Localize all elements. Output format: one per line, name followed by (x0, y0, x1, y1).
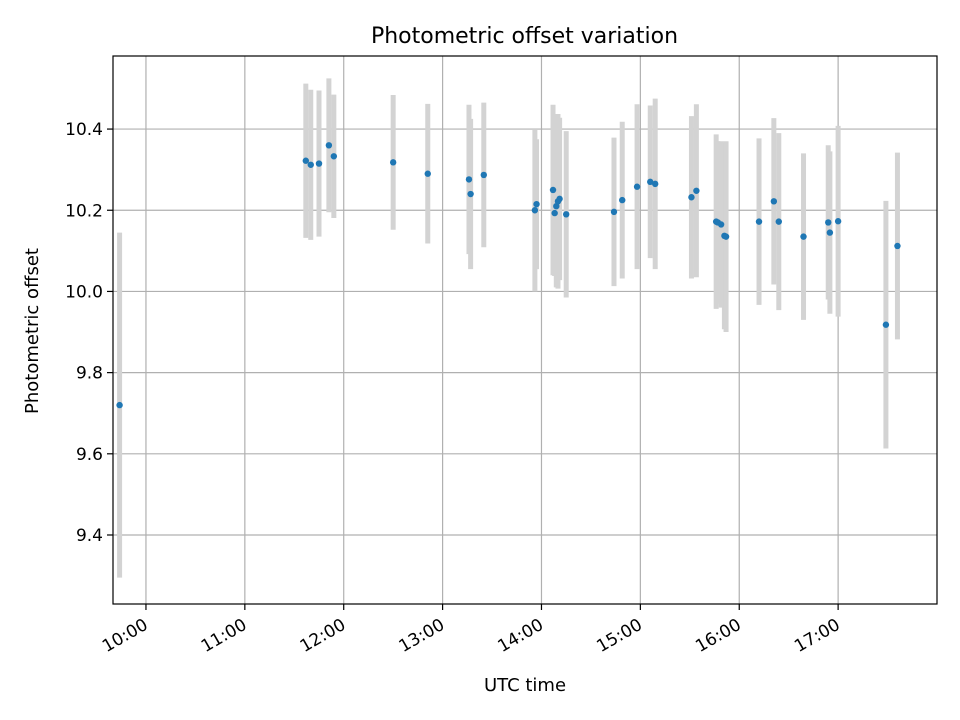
data-point (619, 196, 626, 204)
y-tick-label: 9.8 (76, 364, 103, 384)
data-point (116, 401, 123, 409)
data-point (647, 178, 654, 186)
data-point (531, 207, 539, 214)
data-point (633, 183, 641, 190)
chart-title: Photometric offset variation (371, 24, 678, 49)
data-point (755, 218, 763, 225)
data-point (894, 242, 901, 250)
data-point (553, 202, 560, 210)
data-points (116, 142, 901, 409)
data-point (775, 218, 782, 225)
data-point (722, 233, 730, 240)
data-point (307, 161, 314, 168)
data-point (549, 186, 557, 194)
x-tick-label: 10:00 (99, 615, 151, 657)
data-point (465, 176, 473, 183)
x-tick-label: 14:00 (495, 615, 547, 657)
x-axis-ticks: 10:00 11:00 12:00 13:00 14:00 15:00 16:00 17:00 (99, 604, 844, 657)
data-point (389, 159, 397, 166)
y-axis-label: Photometric offset (22, 248, 43, 414)
data-point (688, 194, 695, 201)
data-point (825, 219, 832, 226)
x-tick-label: 13:00 (396, 615, 448, 657)
data-point (717, 221, 725, 228)
data-point (882, 321, 890, 328)
gridlines (113, 56, 937, 604)
data-point (563, 211, 570, 218)
y-tick-label: 10.4 (65, 120, 103, 140)
data-point (424, 170, 431, 177)
data-point (651, 180, 659, 188)
plot-area-frame (112, 55, 938, 605)
x-tick-label: 15:00 (593, 615, 645, 657)
data-point (467, 190, 474, 198)
data-point (556, 195, 563, 203)
y-tick-label: 10.0 (65, 282, 103, 302)
y-tick-label: 10.2 (65, 201, 103, 221)
data-point (330, 153, 338, 160)
data-point (826, 229, 834, 236)
x-tick-label: 12:00 (297, 615, 349, 657)
data-point (315, 160, 323, 167)
data-point (693, 187, 700, 194)
data-point (834, 218, 842, 225)
y-tick-label: 9.4 (76, 526, 103, 546)
y-tick-label: 9.6 (76, 445, 103, 465)
x-tick-label: 11:00 (198, 615, 250, 657)
x-tick-label: 16:00 (692, 615, 744, 657)
data-point (610, 208, 618, 216)
data-point (325, 142, 333, 149)
error-bars (117, 78, 900, 578)
data-point (480, 171, 487, 179)
y-axis-ticks: 9.4 9.6 9.8 10.0 10.2 10.4 (65, 120, 113, 546)
x-axis-label: UTC time (484, 675, 566, 696)
data-point (302, 157, 310, 164)
data-point (551, 209, 558, 217)
data-point (770, 198, 778, 205)
data-point (800, 233, 807, 240)
data-point (533, 200, 540, 208)
x-tick-label: 17:00 (791, 615, 843, 657)
